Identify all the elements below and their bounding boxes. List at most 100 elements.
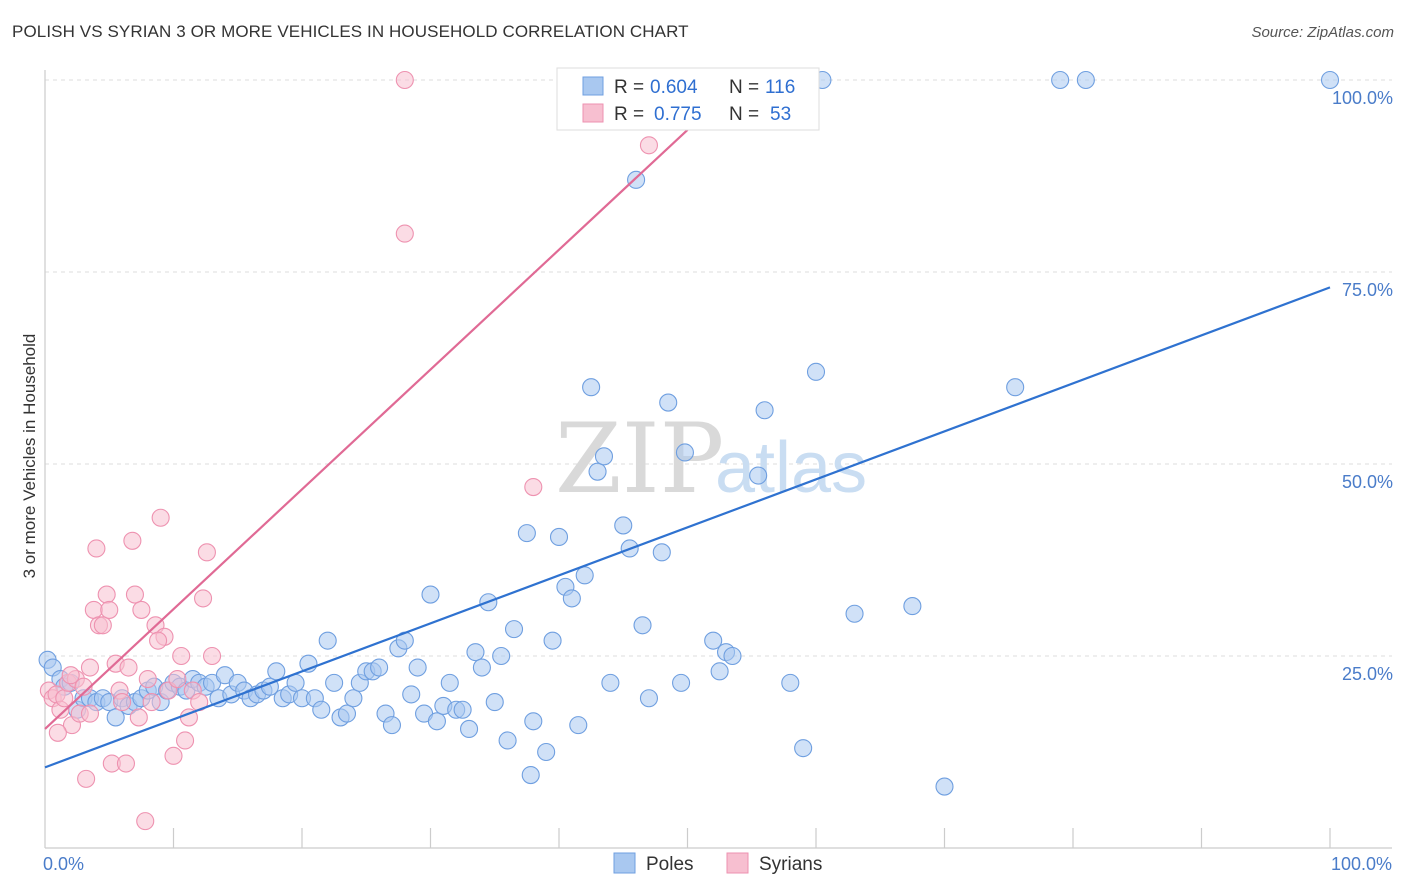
poles-point bbox=[806, 362, 826, 381]
y-tick-label: 100.0% bbox=[1332, 88, 1393, 108]
poles-point bbox=[421, 585, 440, 604]
poles-point bbox=[614, 516, 633, 535]
syrians-point bbox=[80, 704, 100, 723]
poles-point bbox=[781, 673, 800, 692]
legend-r-value-2: 0.775 bbox=[654, 104, 702, 125]
poles-point bbox=[1076, 70, 1095, 90]
legend-r-value-1: 0.604 bbox=[650, 77, 698, 98]
poles-point bbox=[562, 589, 581, 608]
poles-point bbox=[453, 700, 472, 719]
syrians-point bbox=[97, 585, 116, 604]
syrians-point bbox=[395, 224, 414, 243]
x-ticks bbox=[172, 828, 1331, 848]
poles-point bbox=[1006, 378, 1025, 397]
syrians-points bbox=[39, 70, 659, 831]
legend-bottom: Poles Syrians bbox=[613, 852, 822, 875]
syrians-point bbox=[639, 136, 659, 155]
poles-point bbox=[106, 708, 125, 727]
legend-poles-swatch bbox=[582, 76, 604, 96]
poles-point bbox=[659, 393, 678, 412]
poles-point bbox=[325, 673, 344, 692]
legend-r-label-1: R = bbox=[614, 77, 644, 98]
syrians-point bbox=[74, 677, 93, 696]
syrians-point bbox=[129, 708, 148, 727]
poles-point bbox=[627, 170, 646, 189]
poles-point bbox=[569, 716, 588, 735]
poles-point bbox=[459, 719, 479, 739]
poles-points bbox=[38, 70, 1340, 796]
legend-syrians-swatch bbox=[582, 103, 604, 123]
poles-point bbox=[466, 643, 485, 662]
legend-bottom-syrians-label: Syrians bbox=[759, 854, 822, 875]
x-tick-label-max: 100.0% bbox=[1331, 854, 1392, 874]
y-tick-label: 50.0% bbox=[1342, 472, 1393, 492]
watermark-zip: ZIP bbox=[555, 403, 724, 515]
poles-point bbox=[723, 646, 742, 666]
source-label: Source: ZipAtlas.com bbox=[1251, 24, 1394, 41]
poles-point bbox=[749, 466, 768, 485]
poles-point bbox=[370, 658, 389, 677]
grid-lines bbox=[45, 79, 1392, 657]
poles-point bbox=[704, 631, 723, 650]
poles-point bbox=[601, 673, 620, 692]
syrians-point bbox=[168, 669, 187, 689]
poles-point bbox=[935, 777, 954, 796]
x-tick-label-min: 0.0% bbox=[43, 854, 84, 874]
poles-point bbox=[845, 604, 864, 623]
syrians-point bbox=[136, 812, 155, 831]
watermark-atlas: atlas bbox=[715, 428, 867, 508]
axes bbox=[44, 70, 1392, 849]
legend-bottom-poles-label: Poles bbox=[646, 854, 694, 875]
y-tick-label: 75.0% bbox=[1342, 280, 1393, 300]
poles-point bbox=[588, 462, 607, 481]
poles-point bbox=[427, 712, 446, 731]
poles-point bbox=[639, 689, 659, 708]
legend-n-value-2: 53 bbox=[770, 104, 791, 125]
legend-r-label-2: R = bbox=[614, 104, 644, 125]
syrians-point bbox=[119, 658, 138, 677]
syrians-point bbox=[125, 585, 144, 604]
syrians-point bbox=[395, 70, 414, 90]
syrians-point bbox=[197, 543, 216, 562]
poles-point bbox=[312, 700, 331, 719]
legend-n-label-2: N = bbox=[729, 104, 759, 125]
syrians-point bbox=[113, 693, 132, 712]
poles-point bbox=[402, 685, 421, 704]
poles-point bbox=[337, 704, 357, 723]
poles-point bbox=[408, 658, 427, 677]
poles-point bbox=[1320, 70, 1340, 90]
syrians-point bbox=[138, 669, 157, 689]
legend-bottom-poles-swatch bbox=[613, 852, 636, 874]
chart-title: POLISH VS SYRIAN 3 OR MORE VEHICLES IN H… bbox=[12, 22, 689, 41]
poles-point bbox=[543, 631, 562, 650]
syrians-point bbox=[77, 769, 96, 788]
poles-point bbox=[517, 524, 536, 543]
syrians-point bbox=[151, 508, 170, 527]
poles-point bbox=[498, 731, 517, 750]
poles-point bbox=[582, 378, 601, 397]
y-tick-label: 25.0% bbox=[1342, 664, 1393, 684]
y-axis-title: 3 or more Vehicles in Household bbox=[20, 334, 39, 579]
poles-point bbox=[594, 447, 614, 466]
syrians-point bbox=[172, 646, 191, 666]
syrians-point bbox=[524, 477, 543, 497]
syrians-point bbox=[176, 731, 195, 750]
poles-point bbox=[521, 765, 540, 785]
poles-point bbox=[344, 689, 363, 708]
legend-top: R = 0.604 N = 116 R = 0.775 N = 53 bbox=[556, 67, 820, 131]
poles-point bbox=[472, 658, 491, 677]
poles-point bbox=[504, 620, 524, 639]
syrians-point bbox=[203, 646, 222, 666]
legend-bottom-syrians-swatch bbox=[726, 852, 749, 874]
poles-point bbox=[652, 543, 671, 562]
poles-point bbox=[440, 673, 459, 692]
watermark: ZIP atlas bbox=[555, 403, 867, 515]
legend-n-value-1: 116 bbox=[765, 77, 795, 98]
poles-point bbox=[633, 616, 652, 635]
syrians-point bbox=[194, 589, 213, 608]
syrians-point bbox=[84, 600, 103, 619]
syrians-point bbox=[149, 631, 168, 650]
poles-point bbox=[549, 527, 569, 547]
syrians-point bbox=[80, 658, 100, 677]
